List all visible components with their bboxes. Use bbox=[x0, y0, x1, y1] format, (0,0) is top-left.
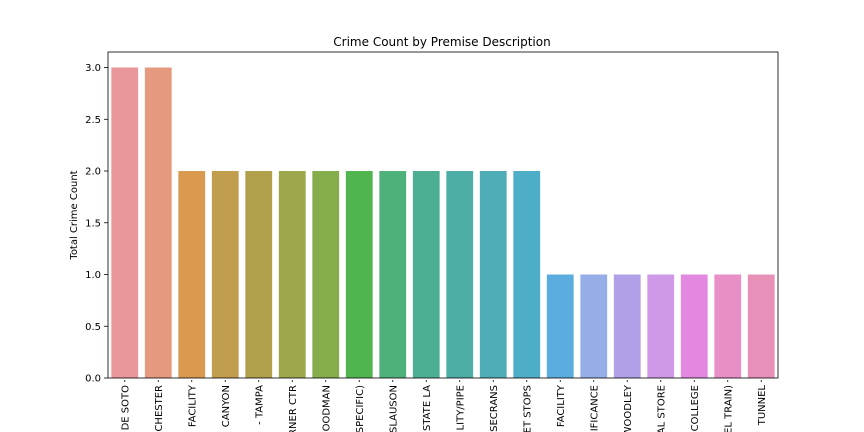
x-tick-label: EL TRAIN) bbox=[723, 385, 734, 432]
x-tick-label: CHESTER bbox=[154, 385, 165, 432]
bar bbox=[111, 67, 139, 379]
x-tick-label: FACILITY bbox=[187, 384, 198, 427]
bar bbox=[412, 171, 440, 378]
bar bbox=[613, 274, 641, 378]
y-tick-label: 0.0 bbox=[85, 374, 101, 385]
x-tick-label: OODMAN bbox=[321, 385, 332, 431]
x-axis: DE SOTO CHESTER FACILITY CANYON - TAMPA RNER … bbox=[120, 380, 768, 432]
y-tick-label: 2.5 bbox=[85, 115, 101, 126]
x-tick-label: COLLEGE bbox=[690, 385, 701, 431]
y-tick-label: 1.0 bbox=[85, 270, 101, 281]
bar bbox=[714, 274, 742, 378]
bar bbox=[747, 274, 775, 378]
x-tick-label: AL STORE bbox=[656, 385, 667, 432]
y-tick-label: 1.5 bbox=[85, 218, 101, 229]
y-tick-label: 2.0 bbox=[85, 167, 101, 178]
x-tick-label: SECRANS bbox=[489, 385, 500, 432]
x-tick-label: FACILITY bbox=[556, 384, 567, 427]
x-tick-label: CANYON bbox=[221, 385, 232, 427]
x-tick-label: IFICANCE bbox=[589, 385, 600, 431]
y-tick-label: 0.5 bbox=[85, 322, 101, 333]
bar bbox=[379, 171, 407, 378]
bar bbox=[211, 171, 239, 378]
bar bbox=[446, 171, 474, 378]
chart-title: Crime Count by Premise Description bbox=[333, 35, 550, 49]
x-tick-label: RNER CTR bbox=[288, 385, 299, 432]
x-tick-label: DE SOTO bbox=[120, 385, 131, 431]
x-tick-label: TUNNEL bbox=[757, 385, 768, 427]
x-tick-label: - TAMPA bbox=[254, 385, 265, 425]
bar bbox=[479, 171, 507, 378]
y-axis: 0.0 0.5 1.0 1.5 2.0 2.5 3.0 bbox=[85, 63, 108, 385]
bar bbox=[144, 67, 172, 379]
bar bbox=[546, 274, 574, 378]
x-tick-label: STATE LA bbox=[422, 385, 433, 431]
bar bbox=[345, 171, 373, 378]
y-tick-label: 3.0 bbox=[85, 63, 101, 74]
bar bbox=[278, 171, 306, 378]
bars bbox=[111, 67, 775, 379]
x-tick-label: SPECIFIC) bbox=[355, 385, 366, 432]
bar bbox=[680, 274, 708, 378]
bar bbox=[245, 171, 273, 378]
x-tick-label: ET STOPS bbox=[522, 385, 533, 432]
plot-frame bbox=[107, 51, 779, 379]
x-tick-label: WOODLEY bbox=[623, 384, 634, 432]
bar bbox=[312, 171, 340, 378]
bar bbox=[647, 274, 675, 378]
y-axis-label: Total Crime Count bbox=[69, 170, 80, 260]
bar bbox=[178, 171, 206, 378]
x-tick-label: SLAUSON bbox=[388, 385, 399, 432]
bar bbox=[513, 171, 541, 378]
bar bbox=[580, 274, 608, 378]
x-tick-label: LITY/PIPE bbox=[455, 385, 466, 430]
